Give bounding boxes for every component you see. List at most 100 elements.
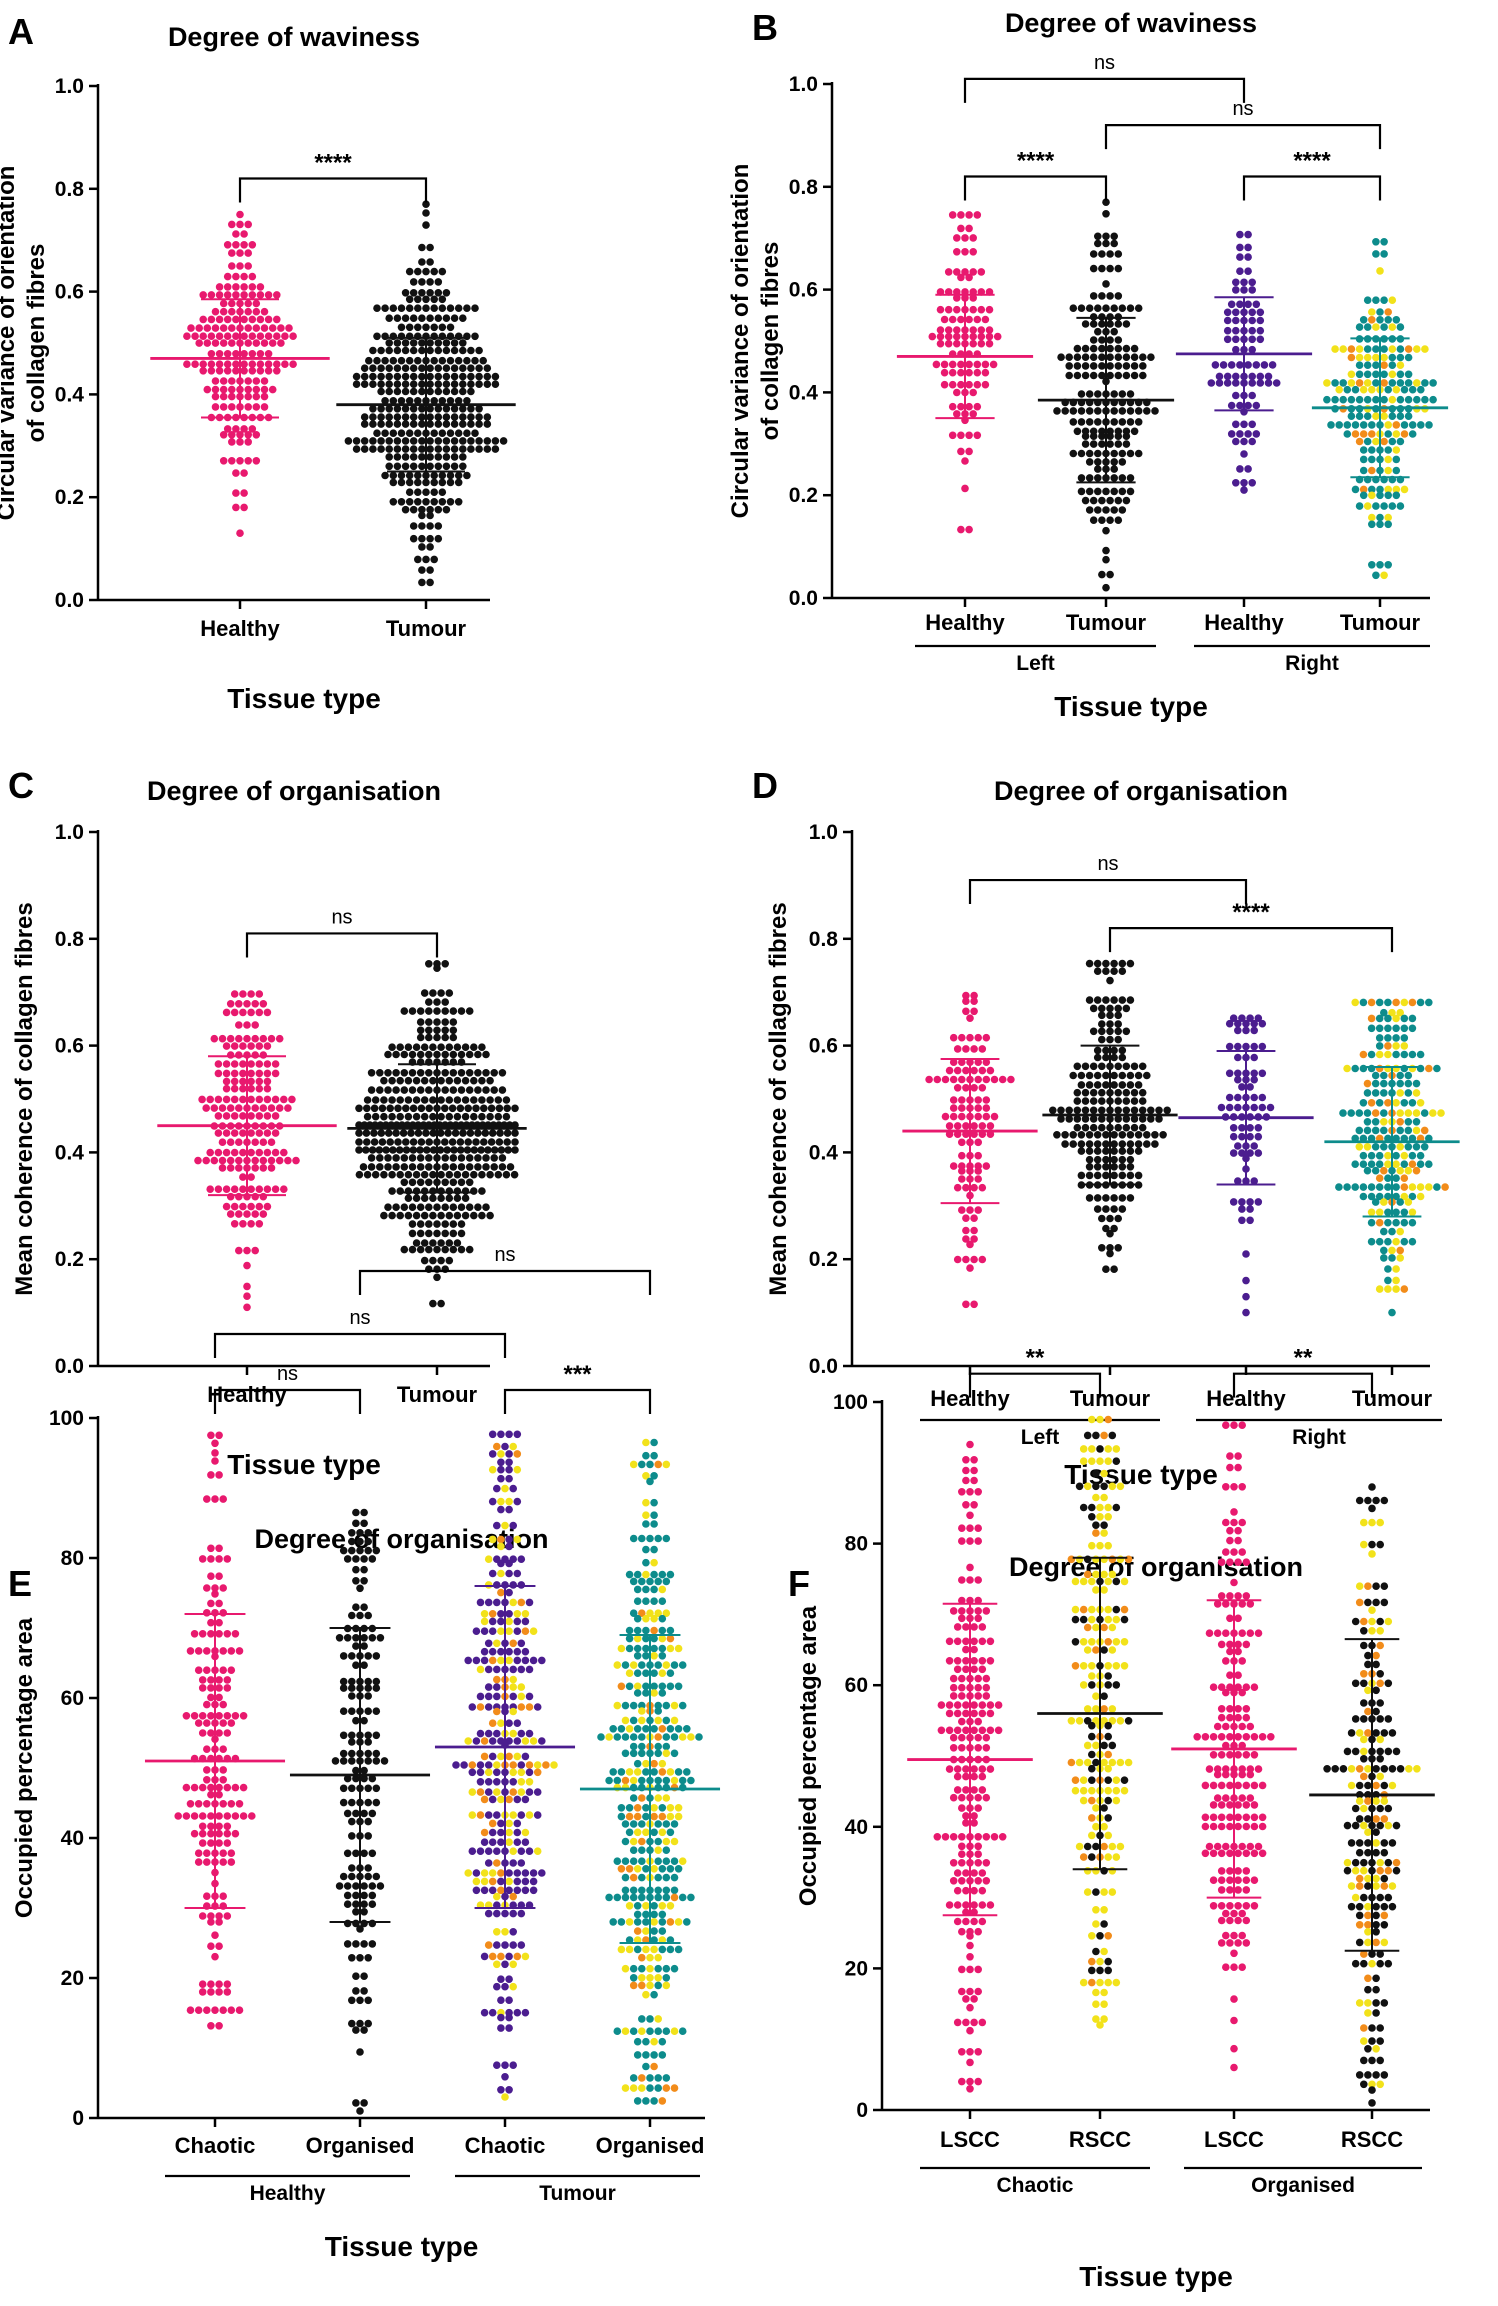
data-point: [521, 1617, 530, 1626]
data-point: [235, 1800, 244, 1808]
data-point: [260, 392, 269, 401]
data-point: [1067, 1555, 1076, 1564]
data-point: [509, 1665, 517, 1674]
data-point: [974, 1576, 982, 1584]
data-point: [271, 1148, 280, 1157]
data-point: [1100, 1842, 1108, 1851]
significance-label: ns: [1097, 853, 1118, 875]
data-point: [957, 273, 965, 282]
data-point: [509, 1909, 517, 1918]
data-point: [352, 1900, 360, 1908]
data-point: [1376, 1866, 1384, 1875]
data-point: [517, 1639, 526, 1648]
data-point: [1126, 1131, 1135, 1139]
data-point: [1250, 1103, 1258, 1112]
data-point: [1098, 570, 1106, 579]
data-point: [1106, 1020, 1114, 1028]
data-point: [1246, 1722, 1255, 1731]
data-point: [372, 1684, 381, 1692]
data-point: [1264, 379, 1273, 387]
data-point: [1416, 1160, 1425, 1168]
data-point: [1254, 1014, 1263, 1022]
data-point: [206, 1148, 214, 1157]
data-point: [1400, 1192, 1409, 1201]
data-point: [1234, 1886, 1242, 1894]
data-point: [1256, 335, 1265, 344]
data-point: [633, 1910, 642, 1919]
data-point: [1363, 502, 1372, 510]
data-point: [1392, 1064, 1400, 1073]
data-point: [1077, 1147, 1086, 1155]
data-point: [348, 1872, 356, 1881]
data-point: [517, 1811, 526, 1819]
data-point: [1083, 1623, 1092, 1632]
data-point: [348, 1757, 356, 1765]
data-point: [438, 267, 447, 276]
data-point: [227, 1666, 236, 1674]
data-point: [222, 1077, 231, 1086]
data-point: [425, 960, 433, 968]
data-point: [1227, 401, 1236, 410]
data-point: [1112, 1681, 1121, 1689]
data-point: [1106, 344, 1114, 353]
x-category-label: Tumour: [1352, 1386, 1433, 1411]
data-point: [1130, 1115, 1139, 1123]
data-point: [1134, 449, 1143, 458]
data-point: [1222, 1963, 1230, 1971]
data-point: [407, 1129, 415, 1137]
data-point: [1075, 1555, 1084, 1564]
data-point: [1384, 1747, 1393, 1756]
data-point: [958, 1833, 966, 1841]
data-point: [646, 1534, 654, 1543]
data-point: [434, 339, 443, 347]
data-point: [1083, 1741, 1092, 1750]
data-point: [1343, 430, 1352, 438]
data-point: [1351, 998, 1359, 1007]
data-point: [252, 339, 261, 347]
data-point: [497, 1975, 505, 1983]
data-point: [446, 356, 455, 365]
data-point: [1339, 1109, 1347, 1117]
data-point: [459, 453, 467, 461]
data-point: [666, 1945, 675, 1954]
data-point: [418, 346, 426, 355]
data-point: [1384, 1024, 1392, 1033]
data-point: [348, 1529, 356, 1537]
data-point: [457, 1163, 466, 1171]
data-point: [409, 289, 418, 297]
data-point: [236, 210, 244, 219]
data-point: [235, 1000, 243, 1008]
significance-label: ns: [349, 1307, 370, 1329]
data-point: [1112, 1853, 1121, 1861]
data-point: [1359, 446, 1368, 454]
data-point: [662, 1460, 671, 1469]
data-point: [1085, 418, 1094, 426]
data-point: [429, 1299, 437, 1308]
data-point: [1339, 395, 1347, 404]
data-point: [385, 372, 394, 381]
data-point: [1355, 1839, 1364, 1847]
data-point: [1384, 1151, 1392, 1160]
data-point: [674, 1768, 683, 1776]
data-point: [1392, 1174, 1400, 1182]
data-point: [223, 1712, 232, 1720]
data-point: [1376, 267, 1384, 275]
data-point: [1376, 1959, 1384, 1968]
data-point: [986, 1901, 995, 1909]
data-point: [1364, 2045, 1372, 2053]
data-point: [441, 1163, 450, 1171]
data-point: [497, 1795, 505, 1804]
data-point: [1404, 1071, 1413, 1080]
data-point: [1360, 1866, 1368, 1875]
y-axis-label-line: of collagen fibres: [23, 244, 50, 443]
data-point: [493, 1692, 501, 1701]
data-point: [945, 1657, 954, 1665]
data-point: [240, 315, 248, 324]
data-point: [364, 1529, 373, 1537]
data-point: [1114, 1027, 1122, 1036]
data-point: [642, 1669, 650, 1677]
data-point: [436, 1129, 445, 1137]
data-point: [368, 1849, 377, 1858]
data-point: [1108, 1705, 1117, 1713]
data-point: [231, 1630, 240, 1638]
